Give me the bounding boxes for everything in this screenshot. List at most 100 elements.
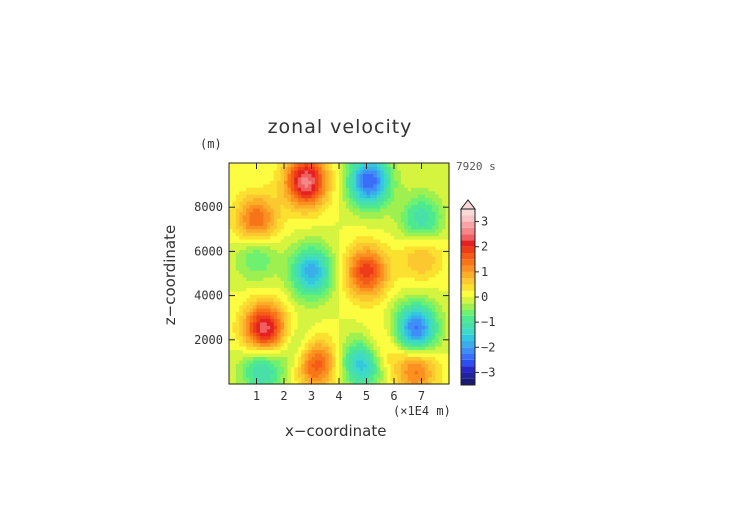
heatmap-cell <box>311 332 316 337</box>
heatmap-cell <box>273 270 278 275</box>
heatmap-cell <box>366 335 371 340</box>
heatmap-cell <box>294 183 299 188</box>
heatmap-cell <box>397 318 402 323</box>
heatmap-cell <box>431 163 436 168</box>
heatmap-cell <box>421 249 426 254</box>
heatmap-cell <box>328 311 333 316</box>
heatmap-cell <box>404 339 409 344</box>
heatmap-cell <box>277 176 282 181</box>
heatmap-cell <box>284 276 289 281</box>
heatmap-cell <box>229 370 234 375</box>
heatmap-cell <box>414 214 419 219</box>
heatmap-cell <box>407 190 412 195</box>
heatmap-cell <box>229 339 234 344</box>
heatmap-cell <box>363 263 368 268</box>
heatmap-cell <box>325 218 330 223</box>
heatmap-cell <box>376 363 381 368</box>
heatmap-cell <box>284 204 289 209</box>
x-tick-label: 1 <box>253 389 260 403</box>
heatmap-cell <box>342 304 347 309</box>
heatmap-cell <box>246 294 251 299</box>
heatmap-cell <box>411 163 416 168</box>
heatmap-cell <box>376 339 381 344</box>
heatmap-cell <box>321 266 326 271</box>
heatmap-cell <box>421 359 426 364</box>
heatmap-cell <box>304 359 309 364</box>
heatmap-cell <box>373 211 378 216</box>
heatmap-cell <box>428 211 433 216</box>
heatmap-cell <box>256 332 261 337</box>
heatmap-cell <box>235 187 240 192</box>
heatmap-cell <box>335 183 340 188</box>
heatmap-cell <box>373 346 378 351</box>
heatmap-cell <box>335 180 340 185</box>
heatmap-cell <box>321 370 326 375</box>
heatmap-cell <box>431 228 436 233</box>
heatmap-cell <box>335 346 340 351</box>
heatmap-cell <box>349 235 354 240</box>
heatmap-cell <box>339 163 344 168</box>
heatmap-cell <box>332 342 337 347</box>
heatmap-cell <box>414 204 419 209</box>
heatmap-cell <box>249 211 254 216</box>
heatmap-cell <box>383 283 388 288</box>
heatmap-cell <box>397 166 402 171</box>
heatmap-cell <box>253 238 258 244</box>
heatmap-cell <box>400 359 405 364</box>
heatmap-cell <box>376 235 381 240</box>
heatmap-cell <box>328 204 333 209</box>
colorbar-tick-label: 3 <box>481 215 488 229</box>
heatmap-cell <box>431 280 436 285</box>
heatmap-cell <box>431 204 436 209</box>
heatmap-cell <box>363 328 368 333</box>
heatmap-cell <box>294 346 299 351</box>
heatmap-cell <box>229 245 234 250</box>
heatmap-cell <box>373 332 378 337</box>
heatmap-cell <box>304 380 309 385</box>
heatmap-cell <box>397 200 402 206</box>
heatmap-cell <box>397 194 402 199</box>
heatmap-cell <box>256 359 261 364</box>
heatmap-cell <box>356 297 361 302</box>
heatmap-cell <box>404 266 409 271</box>
heatmap-cell <box>380 270 385 275</box>
heatmap-cell <box>342 235 347 240</box>
heatmap-cell <box>253 363 258 368</box>
heatmap-cell <box>359 332 364 337</box>
heatmap-cell <box>356 339 361 344</box>
heatmap-cell <box>404 197 409 202</box>
heatmap-cell <box>363 346 368 351</box>
heatmap-cell <box>229 297 234 302</box>
heatmap-cell <box>280 290 285 295</box>
heatmap-cell <box>339 259 344 264</box>
heatmap-cell <box>407 294 412 299</box>
heatmap-cell <box>287 373 292 378</box>
heatmap-cell <box>414 321 419 326</box>
heatmap-cell <box>332 370 337 375</box>
heatmap-cell <box>394 194 399 199</box>
heatmap-cell <box>277 321 282 326</box>
heatmap-cell <box>259 194 264 199</box>
heatmap-cell <box>404 342 409 347</box>
heatmap-cell <box>294 190 299 195</box>
heatmap-cell <box>404 245 409 250</box>
heatmap-cell <box>287 163 292 168</box>
heatmap-cell <box>418 325 423 330</box>
heatmap-cell <box>424 242 429 247</box>
heatmap-cell <box>363 166 368 171</box>
heatmap-cell <box>335 266 340 271</box>
heatmap-cell <box>363 180 368 185</box>
heatmap-cell <box>442 321 447 326</box>
heatmap-cell <box>314 173 319 178</box>
heatmap-cell <box>287 304 292 309</box>
heatmap-cell <box>435 356 440 361</box>
heatmap-cell <box>407 194 412 199</box>
heatmap-cell <box>308 256 313 261</box>
heatmap-cell <box>235 249 240 254</box>
heatmap-cell <box>394 169 399 174</box>
heatmap-cell <box>328 238 333 244</box>
heatmap-cell <box>321 204 326 209</box>
heatmap-cell <box>270 301 275 306</box>
heatmap-cell <box>259 311 264 316</box>
heatmap-cell <box>380 232 385 237</box>
